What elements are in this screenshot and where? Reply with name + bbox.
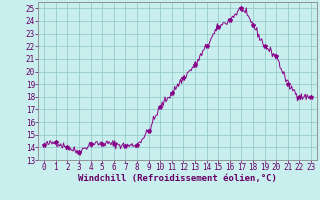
X-axis label: Windchill (Refroidissement éolien,°C): Windchill (Refroidissement éolien,°C)	[78, 174, 277, 183]
